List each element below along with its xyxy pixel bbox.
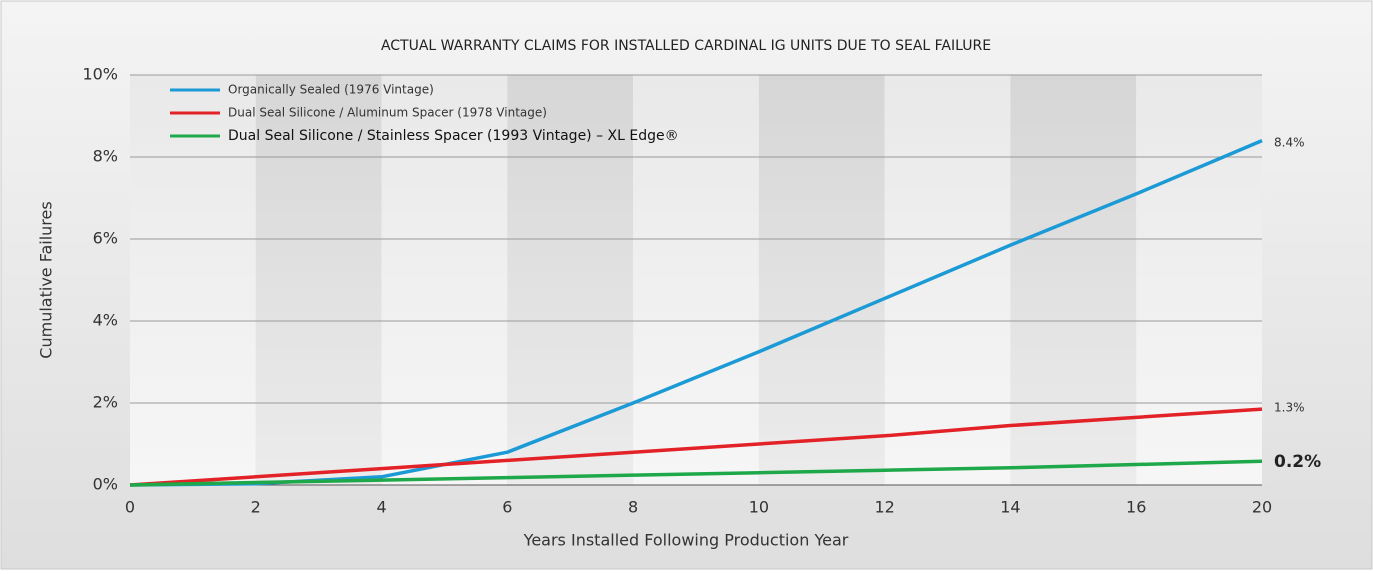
- x-tick-label: 20: [1252, 498, 1272, 517]
- legend-label: Dual Seal Silicone / Stainless Spacer (1…: [228, 128, 679, 144]
- x-tick-label: 10: [749, 498, 769, 517]
- chart-title: ACTUAL WARRANTY CLAIMS FOR INSTALLED CAR…: [381, 38, 991, 54]
- end-annotation: 1.3%: [1274, 401, 1305, 415]
- series-line: [129, 407, 1263, 487]
- y-tick-label: 4%: [93, 311, 118, 330]
- y-tick-label: 0%: [93, 475, 118, 494]
- x-tick-label: 6: [502, 498, 512, 517]
- end-annotation: 0.2%: [1274, 452, 1321, 472]
- legend-label: Dual Seal Silicone / Aluminum Spacer (19…: [228, 106, 547, 120]
- legend-label: Organically Sealed (1976 Vintage): [228, 83, 434, 97]
- y-tick-label: 2%: [93, 393, 118, 412]
- plot-band: [1010, 75, 1137, 485]
- end-annotation: 8.4%: [1274, 136, 1305, 150]
- x-tick-label: 16: [1126, 498, 1146, 517]
- x-tick-label: 14: [1000, 498, 1020, 517]
- x-tick-label: 4: [376, 498, 386, 517]
- x-axis-label: Years Installed Following Production Yea…: [523, 531, 849, 550]
- x-tick-label: 2: [251, 498, 261, 517]
- plot-band: [255, 75, 382, 485]
- plot-band: [507, 75, 634, 485]
- plot-band: [1136, 75, 1262, 485]
- y-tick-label: 6%: [93, 229, 118, 248]
- plot-band: [381, 75, 508, 485]
- y-axis-label: Cumulative Failures: [37, 201, 56, 358]
- x-tick-label: 0: [125, 498, 135, 517]
- plot-band: [130, 75, 256, 485]
- x-tick-label: 12: [874, 498, 894, 517]
- plot-band: [633, 75, 759, 485]
- series-line: [129, 459, 1263, 487]
- plot-band: [758, 75, 885, 485]
- y-tick-label: 10%: [82, 65, 118, 84]
- y-tick-label: 8%: [93, 147, 118, 166]
- x-tick-label: 8: [628, 498, 638, 517]
- plot-band: [884, 75, 1011, 485]
